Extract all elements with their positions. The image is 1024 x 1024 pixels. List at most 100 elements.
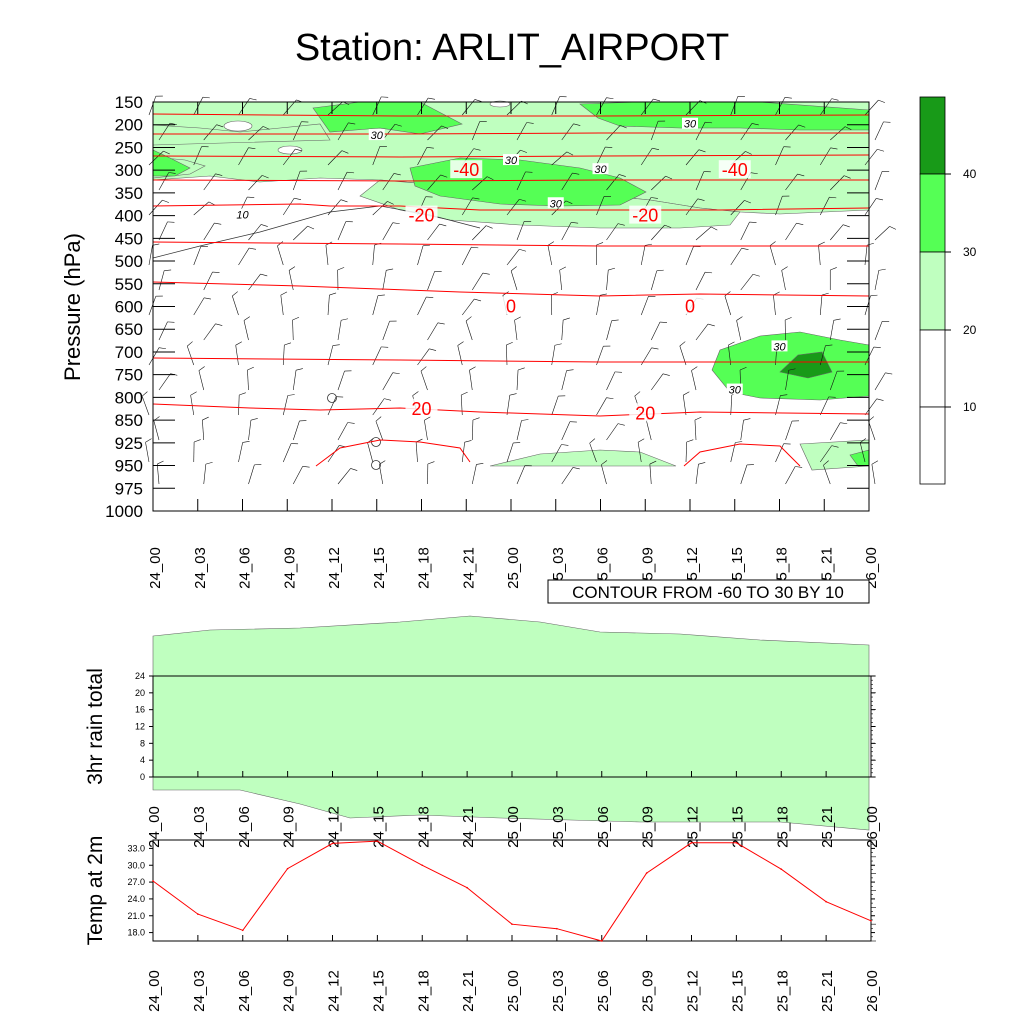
temperature-isoline-2	[152, 154, 870, 158]
x-tick-label: 24_06	[236, 806, 253, 848]
x-tick-label: 24_15	[370, 970, 387, 1012]
speed-label-bg	[503, 154, 519, 166]
wind-barb	[695, 272, 706, 291]
temperature-contour-label: -20	[632, 206, 658, 226]
x-tick-label: 25_12	[684, 547, 701, 589]
y-tick-label: 20	[135, 688, 145, 698]
wind-barb	[685, 442, 687, 463]
wind-barb	[415, 442, 418, 463]
temperature-isoline-1	[153, 132, 869, 135]
x-tick-label: 24_06	[237, 547, 254, 589]
wind-barb-flag	[216, 124, 224, 128]
wind-barb-flag	[474, 99, 482, 102]
wind-barb-flag	[157, 460, 164, 465]
y-tick-label: 800	[115, 388, 143, 407]
wind-barb	[382, 372, 394, 391]
footer-label: CONTOUR FROM -60 TO 30 BY 10	[572, 583, 844, 602]
wind-barb-flag	[620, 125, 627, 129]
x-tick-label: 25_21	[819, 970, 836, 1012]
wind-barb	[471, 420, 474, 441]
wind-barb	[382, 270, 387, 291]
wind-barb-flag	[242, 441, 250, 443]
x-tick-label: 25_18	[774, 547, 791, 589]
wind-barb	[516, 465, 526, 485]
wind-barb	[685, 246, 694, 266]
wind-barb-flag	[295, 148, 303, 152]
wind-barb-flag	[214, 222, 222, 225]
wind-barb	[516, 171, 526, 191]
wind-barb-flag	[420, 366, 427, 372]
wind-barb-flag	[611, 319, 619, 321]
y-tick-label: 350	[115, 184, 143, 203]
wind-barb-flag	[698, 462, 706, 465]
speed-contour-label: 30	[550, 198, 563, 210]
wind-barb-flag	[867, 242, 874, 246]
wind-barb	[830, 175, 845, 191]
y-tick-label: 400	[115, 207, 143, 226]
wind-barb	[203, 271, 213, 291]
wind-barb-flag	[739, 366, 747, 371]
wind-barb-flag	[749, 221, 757, 223]
wind-barb-flag	[572, 467, 580, 470]
temp-label-bg	[450, 160, 483, 179]
wind-barb-flag	[243, 316, 250, 321]
wind-barb	[506, 199, 520, 216]
wind-barb-flag	[141, 391, 148, 397]
x-tick-label: 24_15	[371, 547, 388, 589]
wind-barb	[730, 200, 745, 216]
wind-barb	[337, 370, 345, 391]
wind-barb	[561, 172, 573, 191]
wind-barb	[427, 223, 440, 241]
wind-barb	[248, 175, 263, 191]
x-tick-label: 25_09	[639, 547, 656, 589]
wind-barb	[650, 121, 659, 141]
wind-barb	[785, 420, 793, 441]
wind-barb-flag	[871, 460, 879, 465]
wind-barb	[606, 371, 616, 391]
wind-barb	[203, 222, 215, 241]
wind-barb	[292, 121, 302, 141]
y-tick-label: 150	[115, 93, 143, 112]
wind-barb-flag	[457, 341, 464, 346]
y-tick-label: 600	[115, 298, 143, 317]
wind-barb-flag	[788, 368, 796, 371]
x-tick-label: 25_15	[729, 970, 746, 1012]
wind-barb	[145, 442, 150, 463]
wind-barb	[193, 246, 202, 266]
temp-point	[870, 920, 872, 922]
wind-barb-flag	[162, 199, 170, 203]
x-tick-label: 25_06	[595, 806, 612, 848]
wind-barb	[695, 171, 705, 191]
x-tick-label: 24_21	[460, 806, 477, 848]
wind-barb	[158, 172, 169, 191]
temp-point	[556, 927, 558, 930]
wind-barb	[327, 150, 343, 166]
wind-barb	[506, 395, 511, 416]
wind-barb	[203, 124, 217, 141]
wind-barb	[158, 321, 168, 341]
wind-barb	[606, 174, 620, 191]
x-tick-label: 25_15	[729, 806, 746, 848]
y-axis-label: Temp at 2m	[84, 836, 107, 946]
wind-barb-flag	[250, 418, 258, 421]
wind-barb	[730, 442, 736, 463]
wind-barb-flag	[427, 461, 435, 465]
wind-barb	[202, 420, 205, 441]
wind-barb-flag	[375, 416, 382, 422]
wind-barb-flag	[559, 266, 567, 271]
temp-point	[376, 840, 379, 842]
wind-barb	[516, 420, 522, 441]
temp-point	[152, 880, 154, 882]
x-tick-label: 25_21	[818, 547, 835, 589]
wind-barb	[248, 224, 262, 241]
wind-barb-flag	[573, 123, 581, 126]
wind-barb-flag	[164, 269, 172, 271]
temperature-isoline-8	[152, 403, 870, 417]
wind-barb	[471, 272, 484, 291]
wind-barb-flag	[187, 341, 193, 347]
wind-barb-flag	[168, 172, 176, 174]
x-tick-label: 24_00	[146, 806, 163, 848]
wind-barb	[740, 274, 754, 291]
wind-barb	[601, 464, 607, 485]
temperature-contour-label: 20	[411, 399, 431, 419]
